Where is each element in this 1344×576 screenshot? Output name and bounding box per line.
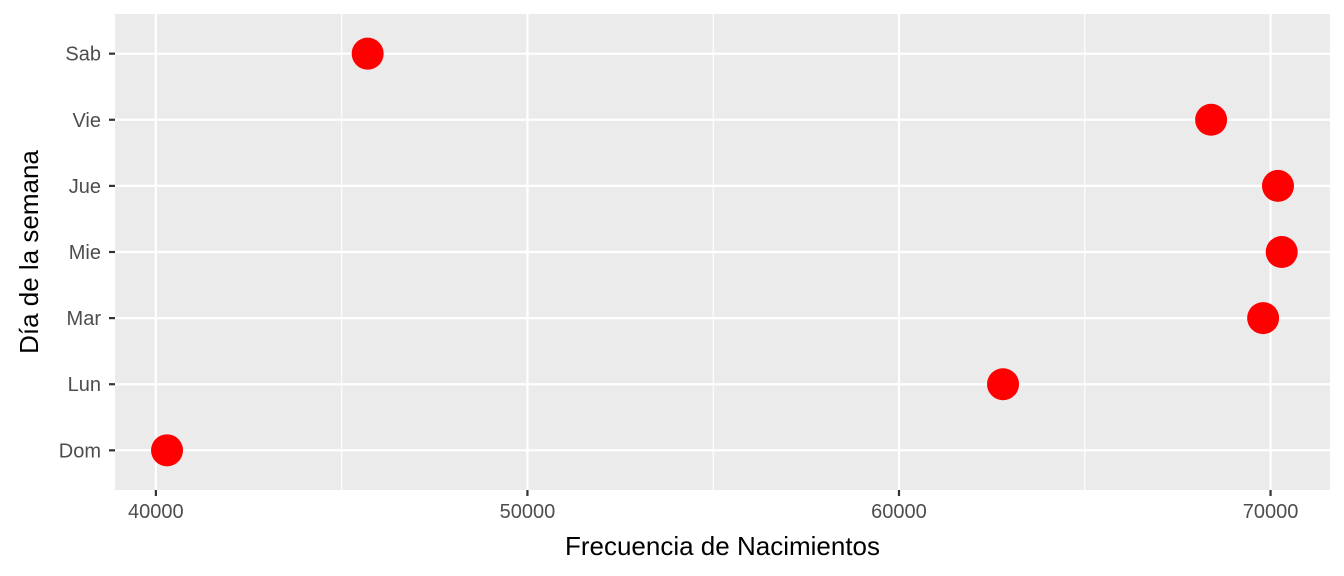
data-point bbox=[1261, 169, 1294, 202]
x-axis-title: Frecuencia de Nacimientos bbox=[565, 531, 880, 561]
y-tick-label: Lun bbox=[68, 374, 101, 396]
data-point bbox=[1195, 103, 1228, 136]
y-tick-label: Mar bbox=[67, 308, 102, 330]
x-tick-label: 60000 bbox=[871, 501, 927, 523]
major-gridlines bbox=[115, 14, 1330, 490]
data-point bbox=[1265, 236, 1298, 268]
y-tick-label: Vie bbox=[72, 110, 101, 132]
data-point bbox=[1247, 302, 1280, 335]
x-axis: 40000 50000 60000 70000 bbox=[128, 490, 1298, 523]
x-tick-label: 70000 bbox=[1243, 501, 1299, 523]
x-tick-label: 50000 bbox=[500, 501, 556, 523]
x-tick-label: 40000 bbox=[128, 501, 184, 523]
y-axis: Dom Lun Mar Mie Jue Vie Sab bbox=[59, 44, 115, 462]
data-point bbox=[151, 434, 184, 467]
data-point bbox=[351, 37, 384, 70]
y-tick-label: Mie bbox=[69, 242, 101, 264]
data-point bbox=[987, 368, 1020, 401]
data-points bbox=[151, 37, 1298, 467]
y-tick-label: Jue bbox=[69, 176, 101, 198]
y-tick-label: Sab bbox=[65, 44, 101, 66]
y-tick-label: Dom bbox=[59, 440, 101, 462]
y-axis-title: Día de la semana bbox=[14, 150, 44, 354]
